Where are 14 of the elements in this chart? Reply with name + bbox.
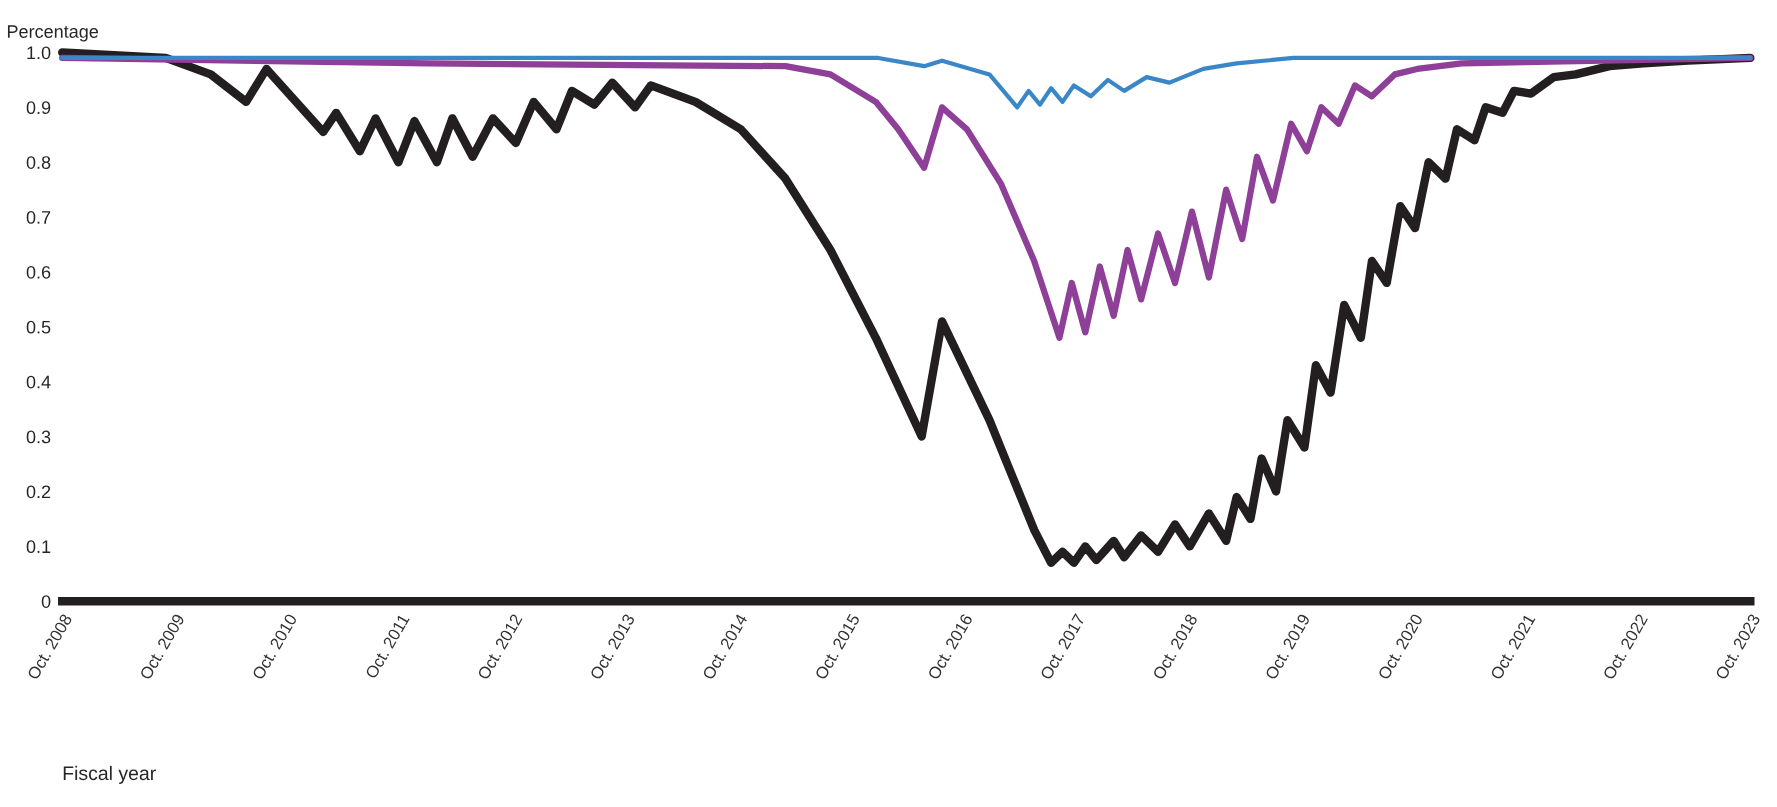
- x-axis-title: Fiscal year: [63, 765, 156, 784]
- y-tick-label: 0.7: [26, 211, 51, 224]
- y-axis-title: Percentage: [7, 25, 99, 42]
- line-series: [60, 55, 1753, 110]
- y-tick-label: 0.3: [26, 430, 51, 444]
- y-tick-label: 0.5: [26, 320, 51, 334]
- y-tick-label: 0.9: [26, 101, 51, 115]
- y-tick-label: 0.6: [26, 265, 51, 279]
- y-tick-label: 1.0: [27, 46, 51, 60]
- y-tick-label: 0: [41, 595, 51, 608]
- y-tick-label: 0.2: [26, 485, 51, 499]
- y-tick-label: 0.1: [26, 540, 51, 554]
- y-tick-label: 0.8: [26, 156, 51, 169]
- y-tick-label: 0.4: [26, 375, 51, 389]
